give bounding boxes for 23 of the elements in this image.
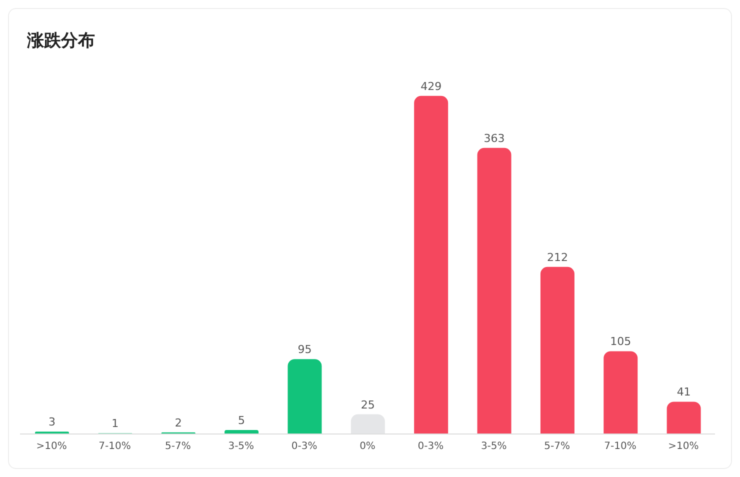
data-label: 2: [174, 416, 182, 430]
x-tick-label: >10%: [36, 441, 67, 452]
data-label: 212: [546, 250, 568, 264]
data-label: 95: [298, 343, 312, 356]
data-label: 5: [238, 414, 246, 428]
x-tick-label: 7-10%: [98, 441, 131, 452]
x-tick-label: 3-5%: [228, 441, 254, 452]
data-label: 363: [484, 132, 505, 145]
data-label: 3: [48, 416, 56, 429]
data-label: 1: [112, 417, 119, 430]
x-tick-label: >10%: [668, 441, 699, 452]
x-tick-label: 3-5%: [480, 441, 507, 452]
x-tick-label: 0-3%: [418, 441, 444, 452]
data-label: 25: [360, 398, 375, 412]
data-label: 105: [610, 335, 632, 348]
x-tick-label: 5-7%: [165, 441, 191, 452]
x-tick-label: 7-10%: [604, 441, 636, 452]
x-tick-label: 5-7%: [544, 441, 570, 452]
data-label: 41: [676, 386, 691, 399]
chart-title: 涨跌分布: [27, 30, 95, 52]
x-tick-label: 0-3%: [291, 441, 318, 452]
data-label: 429: [420, 80, 442, 93]
x-tick-label: 0%: [360, 441, 376, 452]
